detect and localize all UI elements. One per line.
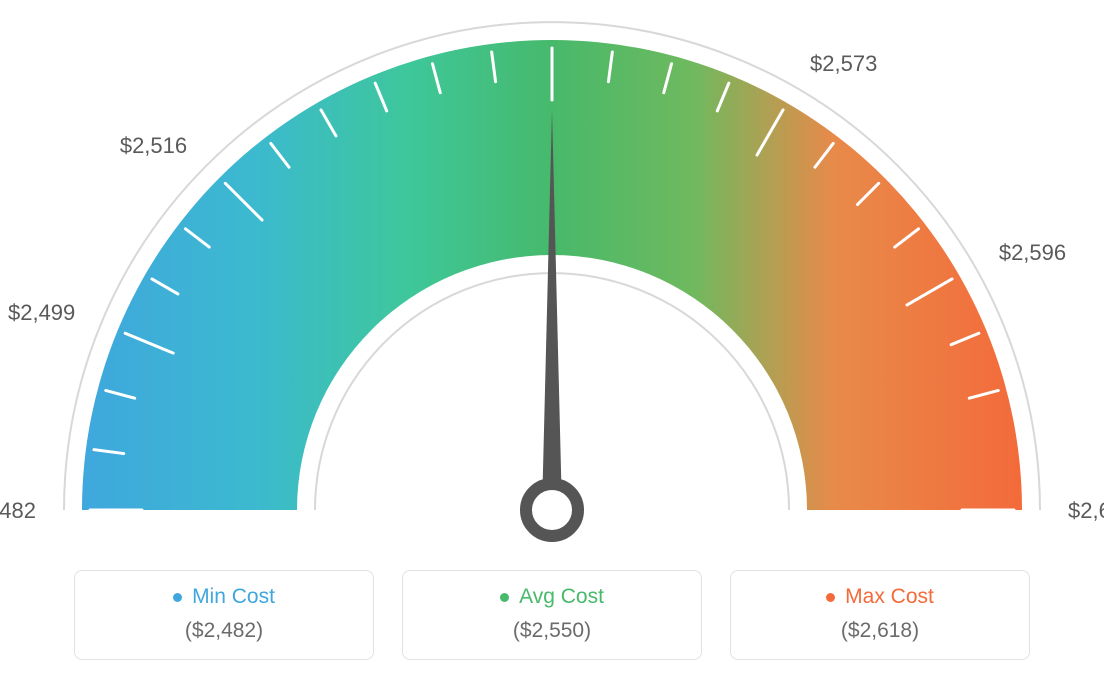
- gauge-svg: [0, 0, 1104, 560]
- gauge-tick-label: $2,482: [0, 498, 36, 524]
- legend-title-max: Max Cost: [826, 585, 934, 609]
- gauge-tick-label: $2,618: [1068, 498, 1104, 524]
- legend-dot-min: [173, 593, 182, 602]
- legend-title-avg: Avg Cost: [500, 585, 604, 609]
- gauge-tick-label: $2,573: [810, 51, 900, 77]
- legend-card-min: Min Cost ($2,482): [74, 570, 374, 660]
- legend-label-avg: Avg Cost: [519, 585, 604, 609]
- legend-row: Min Cost ($2,482) Avg Cost ($2,550) Max …: [0, 570, 1104, 660]
- legend-card-max: Max Cost ($2,618): [730, 570, 1030, 660]
- legend-value-max: ($2,618): [731, 619, 1029, 643]
- legend-dot-avg: [500, 593, 509, 602]
- legend-label-max: Max Cost: [845, 585, 934, 609]
- legend-value-min: ($2,482): [75, 619, 373, 643]
- legend-title-min: Min Cost: [173, 585, 275, 609]
- legend-value-avg: ($2,550): [403, 619, 701, 643]
- gauge-tick-label: $2,516: [97, 133, 187, 159]
- legend-dot-max: [826, 593, 835, 602]
- gauge-tick-label: $2,596: [999, 240, 1089, 266]
- gauge-tick-label: $2,499: [0, 300, 75, 326]
- gauge-chart: $2,482$2,499$2,516$2,550$2,573$2,596$2,6…: [0, 0, 1104, 560]
- legend-card-avg: Avg Cost ($2,550): [402, 570, 702, 660]
- legend-label-min: Min Cost: [192, 585, 275, 609]
